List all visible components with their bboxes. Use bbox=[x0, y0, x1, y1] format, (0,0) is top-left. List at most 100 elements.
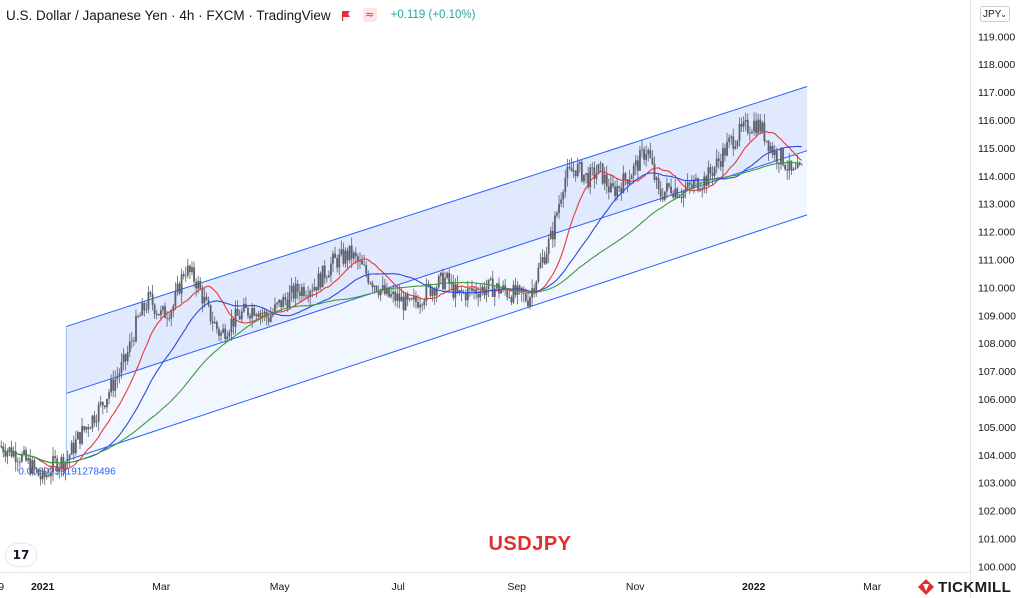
candle-body bbox=[45, 475, 48, 478]
candle-body bbox=[97, 404, 100, 422]
candle-body bbox=[659, 188, 662, 197]
candle-body bbox=[41, 471, 44, 480]
candle-body bbox=[74, 439, 77, 454]
candle-body bbox=[147, 292, 150, 310]
candle-body bbox=[576, 163, 579, 177]
candle-body bbox=[128, 341, 131, 353]
candle-body bbox=[682, 191, 685, 199]
candle-body bbox=[580, 161, 583, 182]
candle-body bbox=[522, 293, 525, 294]
symbol-title[interactable]: U.S. Dollar / Japanese Yen · 4h · FXCM ·… bbox=[6, 7, 331, 23]
candle-body bbox=[618, 186, 621, 188]
candle-body bbox=[317, 273, 320, 291]
candle-body bbox=[655, 177, 658, 180]
candle-body bbox=[556, 212, 558, 216]
candle-body bbox=[454, 284, 457, 298]
candle-body bbox=[695, 178, 697, 181]
candle-body bbox=[512, 284, 515, 303]
candle-body bbox=[352, 252, 355, 259]
candle-body bbox=[765, 140, 768, 142]
wave-icon[interactable]: ≈ bbox=[362, 8, 377, 22]
candle-body bbox=[319, 273, 322, 288]
candle-body bbox=[466, 288, 469, 301]
candle-body bbox=[707, 167, 710, 186]
candle-body bbox=[794, 168, 797, 170]
candle-body bbox=[508, 297, 511, 298]
candle-body bbox=[218, 328, 220, 336]
channel-line bbox=[66, 150, 808, 394]
candle-body bbox=[230, 318, 233, 333]
candle-body bbox=[415, 296, 417, 302]
candle-body bbox=[690, 184, 693, 187]
chart-header: U.S. Dollar / Japanese Yen · 4h · FXCM ·… bbox=[0, 0, 960, 30]
candle-body bbox=[151, 293, 154, 305]
candle-body bbox=[321, 265, 324, 288]
candle-body bbox=[386, 287, 388, 295]
candle-body bbox=[292, 285, 295, 299]
candle-body bbox=[728, 137, 731, 142]
candle-body bbox=[398, 293, 401, 302]
candle-body bbox=[742, 121, 745, 127]
candle-body bbox=[166, 317, 168, 319]
candle-body bbox=[342, 249, 345, 264]
candle-body bbox=[406, 294, 409, 300]
candle-body bbox=[427, 283, 430, 285]
candle-body bbox=[64, 461, 67, 471]
candle-body bbox=[684, 188, 687, 192]
candle-body bbox=[369, 282, 372, 284]
candle-body bbox=[118, 373, 121, 377]
candle-body bbox=[560, 199, 563, 204]
candle-body bbox=[315, 286, 318, 291]
candle-body bbox=[195, 281, 198, 289]
candle-body bbox=[518, 285, 521, 288]
candle-body bbox=[537, 267, 540, 282]
candle-body bbox=[153, 304, 156, 315]
candle-body bbox=[392, 291, 395, 295]
candle-body bbox=[139, 315, 142, 317]
candle-body bbox=[796, 163, 799, 169]
candle-body bbox=[786, 169, 789, 171]
y-tick-label: 109.000 bbox=[978, 310, 1016, 322]
tradingview-logo-icon[interactable]: 17 bbox=[6, 544, 36, 566]
candle-body bbox=[54, 456, 57, 459]
candle-body bbox=[155, 313, 158, 315]
candle-body bbox=[761, 122, 764, 132]
candle-body bbox=[583, 174, 585, 182]
candle-body bbox=[323, 265, 326, 279]
candle-body bbox=[668, 183, 670, 187]
candle-body bbox=[170, 311, 173, 319]
candle-body bbox=[458, 290, 461, 293]
y-tick-label: 115.000 bbox=[978, 143, 1015, 155]
candle-body bbox=[558, 203, 560, 213]
candle-body bbox=[475, 289, 478, 295]
candle-body bbox=[226, 336, 229, 340]
candle-body bbox=[12, 451, 15, 457]
candle-body bbox=[663, 191, 666, 200]
candle-body bbox=[56, 458, 59, 472]
candle-body bbox=[620, 187, 623, 193]
candle-body bbox=[356, 256, 359, 262]
currency-select[interactable]: JPY ⌄ bbox=[980, 6, 1010, 22]
candle-body bbox=[6, 451, 9, 457]
candle-body bbox=[722, 148, 724, 167]
y-tick-label: 100.000 bbox=[978, 561, 1016, 573]
candle-body bbox=[332, 253, 334, 264]
candle-body bbox=[66, 459, 69, 462]
candle-body bbox=[678, 197, 681, 198]
candle-body bbox=[597, 164, 600, 174]
candle-body bbox=[327, 275, 330, 278]
candle-body bbox=[305, 295, 307, 297]
candle-body bbox=[83, 426, 86, 430]
candle-body bbox=[732, 136, 735, 149]
candle-body bbox=[301, 287, 303, 296]
candle-body bbox=[213, 321, 216, 324]
candle-body bbox=[599, 163, 602, 165]
y-tick-label: 103.000 bbox=[978, 478, 1016, 490]
candle-body bbox=[174, 291, 177, 307]
candle-body bbox=[201, 288, 204, 304]
candle-body bbox=[726, 141, 728, 156]
flag-icon[interactable] bbox=[341, 10, 351, 21]
candle-body bbox=[367, 273, 370, 283]
candle-body bbox=[87, 426, 90, 430]
